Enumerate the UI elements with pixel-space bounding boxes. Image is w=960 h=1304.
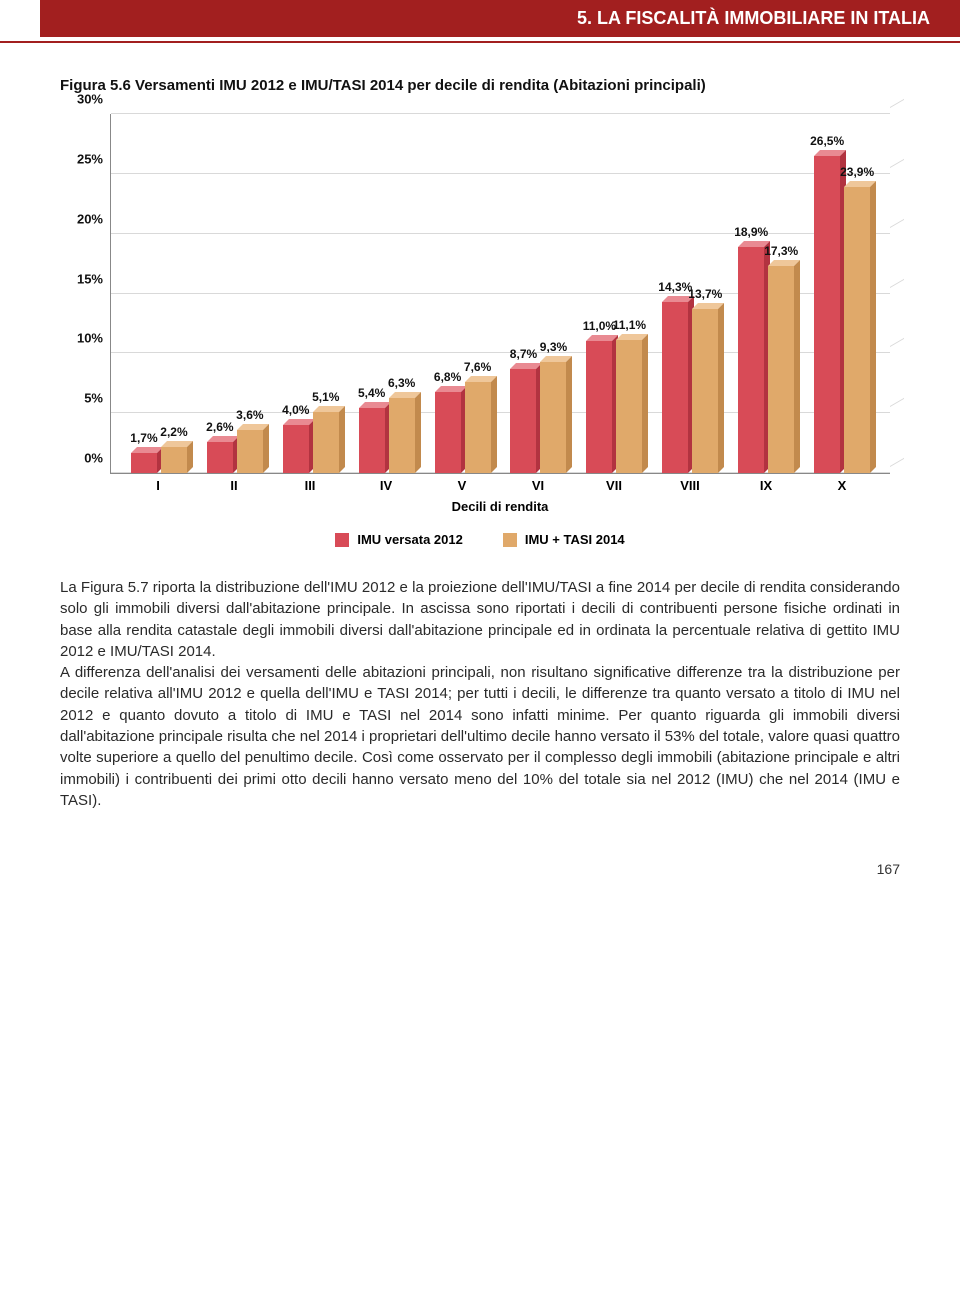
- bar: 9,3%: [540, 114, 566, 473]
- bar: 13,7%: [692, 114, 718, 473]
- bar: 2,2%: [161, 114, 187, 473]
- x-tick-label: I: [120, 478, 196, 493]
- bar-group: 8,7%9,3%: [501, 114, 577, 473]
- chart-legend: IMU versata 2012 IMU + TASI 2014: [70, 532, 890, 547]
- bar-value-label: 3,6%: [236, 408, 263, 422]
- x-tick-label: X: [804, 478, 880, 493]
- section-header-title: 5. LA FISCALITÀ IMMOBILIARE IN ITALIA: [577, 8, 930, 28]
- bar-value-label: 2,2%: [160, 425, 187, 439]
- bar-value-label: 23,9%: [840, 165, 874, 179]
- bar: 6,8%: [435, 114, 461, 473]
- bar: 3,6%: [237, 114, 263, 473]
- x-tick-label: III: [272, 478, 348, 493]
- bar-value-label: 11,0%: [583, 319, 616, 333]
- paragraph: La Figura 5.7 riporta la distribuzione d…: [60, 577, 900, 662]
- legend-label: IMU versata 2012: [357, 532, 463, 547]
- bar: 1,7%: [131, 114, 157, 473]
- bar: 11,1%: [616, 114, 642, 473]
- bar: 11,0%: [586, 114, 612, 473]
- bar: 26,5%: [814, 114, 840, 473]
- bar-group: 18,9%17,3%: [728, 114, 804, 473]
- bar-value-label: 5,1%: [312, 390, 339, 404]
- bar-chart: 0%5%10%15%20%25%30% 1,7%2,2%2,6%3,6%4,0%…: [70, 114, 890, 547]
- bar-value-label: 14,3%: [658, 280, 692, 294]
- bar-value-label: 2,6%: [206, 420, 233, 434]
- bar: 8,7%: [510, 114, 536, 473]
- y-tick-label: 30%: [71, 92, 103, 107]
- bar: 5,1%: [313, 114, 339, 473]
- bar: 4,0%: [283, 114, 309, 473]
- x-tick-label: V: [424, 478, 500, 493]
- bar-value-label: 1,7%: [130, 431, 157, 445]
- bar-value-label: 8,7%: [510, 347, 537, 361]
- bar: 14,3%: [662, 114, 688, 473]
- bar-group: 26,5%23,9%: [804, 114, 880, 473]
- bar-value-label: 7,6%: [464, 360, 491, 374]
- x-tick-label: IX: [728, 478, 804, 493]
- bar: 17,3%: [768, 114, 794, 473]
- bar-value-label: 4,0%: [282, 403, 309, 417]
- bar: 5,4%: [359, 114, 385, 473]
- x-tick-label: II: [196, 478, 272, 493]
- bar-value-label: 9,3%: [540, 340, 567, 354]
- y-tick-label: 5%: [71, 391, 103, 406]
- bar-group: 11,0%11,1%: [576, 114, 652, 473]
- bar-group: 1,7%2,2%: [121, 114, 197, 473]
- figure-title: Figura 5.6 Versamenti IMU 2012 e IMU/TAS…: [60, 77, 900, 94]
- y-tick-label: 15%: [71, 271, 103, 286]
- bar-value-label: 17,3%: [764, 244, 798, 258]
- bar: 7,6%: [465, 114, 491, 473]
- bar: 23,9%: [844, 114, 870, 473]
- content-area: Figura 5.6 Versamenti IMU 2012 e IMU/TAS…: [0, 37, 960, 841]
- bar-group: 5,4%6,3%: [349, 114, 425, 473]
- bar-group: 6,8%7,6%: [425, 114, 501, 473]
- bar-group: 4,0%5,1%: [273, 114, 349, 473]
- x-axis-labels: IIIIIIIVVVIVIIVIIIIXX: [110, 474, 890, 493]
- legend-item-series-a: IMU versata 2012: [335, 532, 463, 547]
- bar-groups: 1,7%2,2%2,6%3,6%4,0%5,1%5,4%6,3%6,8%7,6%…: [111, 114, 890, 473]
- section-header: 5. LA FISCALITÀ IMMOBILIARE IN ITALIA: [0, 0, 960, 37]
- bar-group: 2,6%3,6%: [197, 114, 273, 473]
- body-text: La Figura 5.7 riporta la distribuzione d…: [60, 577, 900, 811]
- x-tick-label: VII: [576, 478, 652, 493]
- bar-value-label: 26,5%: [810, 134, 844, 148]
- page: 5. LA FISCALITÀ IMMOBILIARE IN ITALIA Fi…: [0, 0, 960, 907]
- y-tick-label: 10%: [71, 331, 103, 346]
- x-tick-label: VI: [500, 478, 576, 493]
- bar: 6,3%: [389, 114, 415, 473]
- legend-swatch-icon: [503, 533, 517, 547]
- bar-value-label: 13,7%: [688, 287, 722, 301]
- bar: 18,9%: [738, 114, 764, 473]
- bar-value-label: 11,1%: [613, 318, 646, 332]
- legend-item-series-b: IMU + TASI 2014: [503, 532, 625, 547]
- x-tick-label: VIII: [652, 478, 728, 493]
- x-tick-label: IV: [348, 478, 424, 493]
- page-number: 167: [0, 841, 960, 907]
- x-axis-title: Decili di rendita: [110, 499, 890, 514]
- bar-value-label: 5,4%: [358, 386, 385, 400]
- paragraph: A differenza dell'analisi dei versamenti…: [60, 662, 900, 811]
- legend-label: IMU + TASI 2014: [525, 532, 625, 547]
- bar-value-label: 6,3%: [388, 376, 415, 390]
- y-tick-label: 25%: [71, 151, 103, 166]
- bar: 2,6%: [207, 114, 233, 473]
- bar-value-label: 6,8%: [434, 370, 461, 384]
- y-tick-label: 0%: [71, 451, 103, 466]
- plot-area: 0%5%10%15%20%25%30% 1,7%2,2%2,6%3,6%4,0%…: [110, 114, 890, 474]
- legend-swatch-icon: [335, 533, 349, 547]
- bar-value-label: 18,9%: [734, 225, 768, 239]
- bar-group: 14,3%13,7%: [652, 114, 728, 473]
- y-tick-label: 20%: [71, 211, 103, 226]
